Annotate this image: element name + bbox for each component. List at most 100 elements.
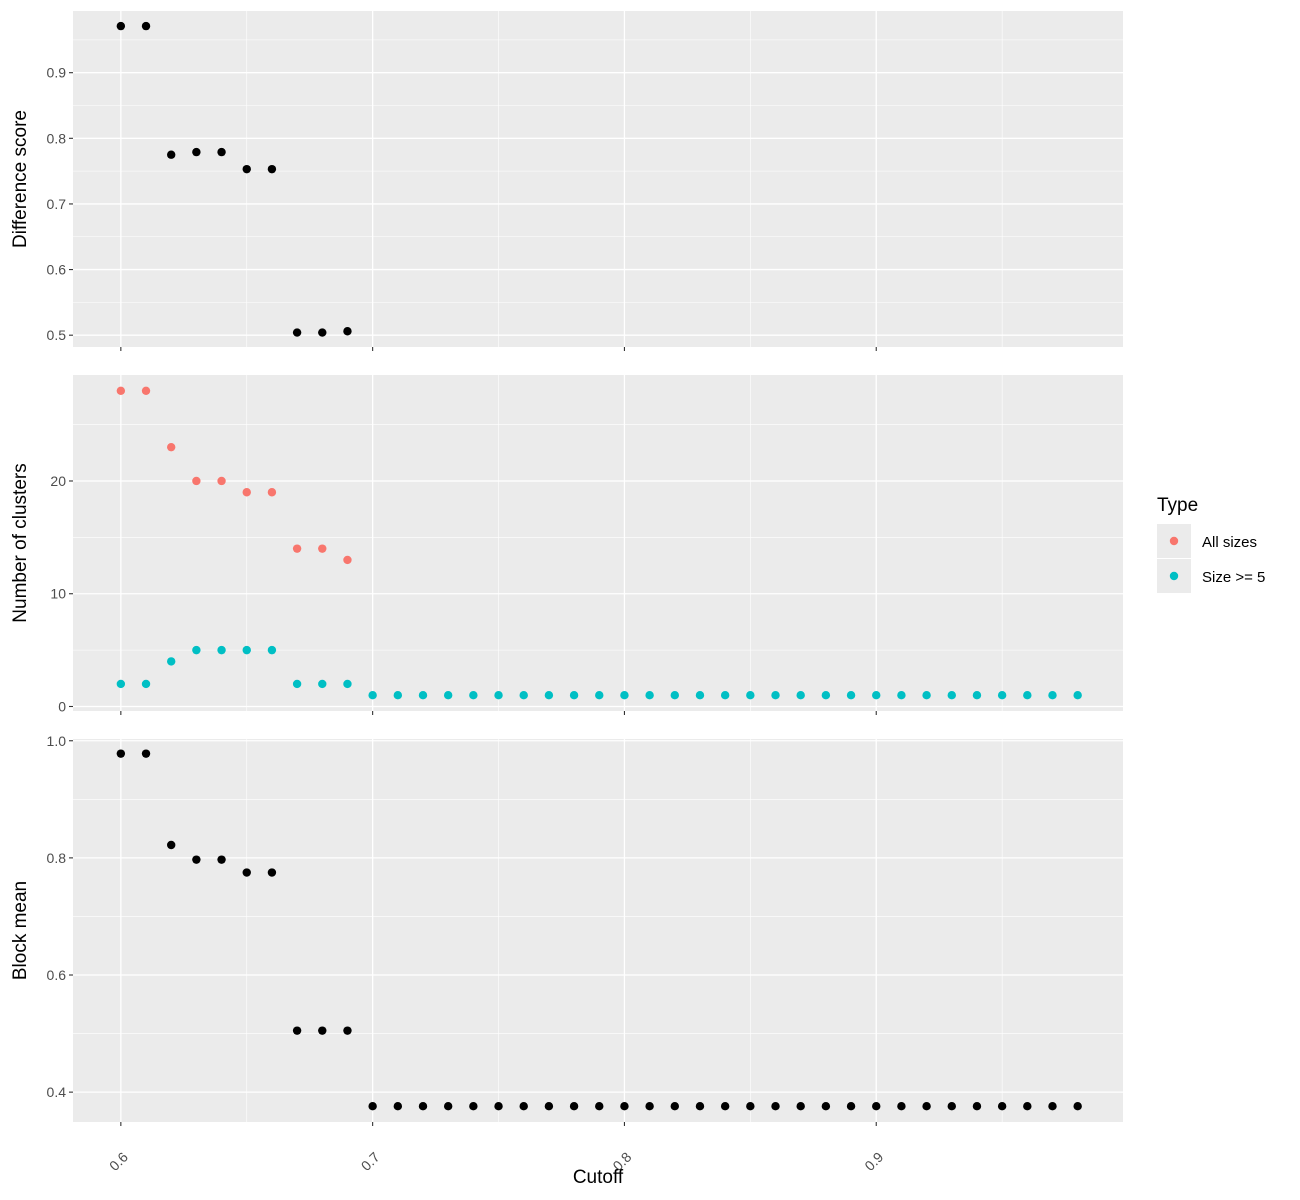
y-tick-label: 0.6 xyxy=(47,967,67,983)
data-point xyxy=(796,691,805,700)
data-point xyxy=(569,691,579,700)
data-point xyxy=(494,691,503,700)
data-point xyxy=(267,645,277,655)
data-point xyxy=(544,1101,554,1111)
data-point xyxy=(242,488,251,497)
data-point xyxy=(947,1101,956,1111)
data-point xyxy=(267,488,277,497)
data-point xyxy=(997,1101,1007,1111)
data-point xyxy=(318,679,327,689)
data-point xyxy=(192,147,201,157)
data-point xyxy=(443,1101,453,1111)
data-point xyxy=(418,691,428,700)
data-point xyxy=(1073,691,1082,700)
data-point xyxy=(116,386,126,395)
legend-key-marker xyxy=(1169,536,1179,546)
data-point xyxy=(720,691,730,700)
x-axis-title: Cutoff xyxy=(573,1167,624,1188)
data-point xyxy=(469,691,478,700)
data-point xyxy=(872,691,881,700)
chart-panels: 0.5 0.6 0.7 0.8 0.9 Difference score 0 10 20 Numb… xyxy=(10,11,1123,1174)
data-point xyxy=(771,1101,780,1111)
data-point xyxy=(443,691,453,700)
x-tick-label: 0.6 xyxy=(106,1149,131,1174)
data-point xyxy=(242,645,251,655)
data-point xyxy=(595,1101,604,1111)
data-point xyxy=(1048,691,1057,700)
y-axis-title: Number of clusters xyxy=(10,463,31,622)
data-point xyxy=(343,555,352,565)
data-point xyxy=(192,476,201,486)
data-point xyxy=(217,147,226,157)
y-tick-label: 10 xyxy=(50,586,66,602)
x-tick-label: 0.7 xyxy=(358,1149,383,1174)
y-tick-label: 0.7 xyxy=(47,196,67,212)
data-point xyxy=(746,691,755,700)
data-point xyxy=(141,679,151,689)
data-point xyxy=(393,691,403,700)
data-point xyxy=(292,679,302,689)
data-point xyxy=(167,150,176,159)
data-point xyxy=(267,164,277,174)
y-tick-label: 20 xyxy=(50,473,66,489)
data-point xyxy=(695,691,705,700)
data-point xyxy=(821,1101,831,1111)
series-points xyxy=(116,386,352,565)
y-tick-label: 0 xyxy=(58,698,66,714)
data-point xyxy=(141,749,151,758)
data-point xyxy=(620,691,629,700)
data-point xyxy=(569,1101,579,1111)
series-points xyxy=(116,21,352,337)
data-point xyxy=(343,327,352,336)
data-point xyxy=(897,1101,906,1111)
data-point xyxy=(292,328,302,337)
data-point xyxy=(872,1101,881,1111)
y-tick-label: 1.0 xyxy=(47,733,67,749)
data-point xyxy=(846,1101,856,1111)
y-tick-label: 0.8 xyxy=(47,130,67,146)
panel-background xyxy=(73,739,1123,1122)
y-tick-label: 0.4 xyxy=(47,1084,67,1100)
data-point xyxy=(242,164,251,174)
data-point xyxy=(318,544,327,553)
data-point xyxy=(292,1026,302,1035)
data-point xyxy=(167,442,176,452)
data-point xyxy=(192,645,201,655)
panel-background xyxy=(73,11,1123,347)
legend-title: Type xyxy=(1157,495,1198,516)
data-point xyxy=(217,855,226,864)
data-point xyxy=(972,1101,982,1111)
y-tick-label: 0.9 xyxy=(47,65,67,81)
data-point xyxy=(167,840,176,850)
data-point xyxy=(1023,1101,1032,1111)
panel-2: 0 10 20 Number of clusters xyxy=(10,375,1123,715)
data-point xyxy=(670,1101,679,1111)
panel-background xyxy=(73,375,1123,711)
legend-label: Size >= 5 xyxy=(1202,569,1265,586)
data-point xyxy=(595,691,604,700)
data-point xyxy=(116,749,126,758)
data-point xyxy=(343,679,352,689)
data-point xyxy=(519,691,528,700)
data-point xyxy=(997,691,1007,700)
data-point xyxy=(116,21,126,31)
data-point xyxy=(670,691,679,700)
data-point xyxy=(116,679,126,689)
series-points xyxy=(116,749,1082,1111)
data-point xyxy=(846,691,856,700)
x-tick-label: 0.9 xyxy=(861,1149,886,1174)
data-point xyxy=(645,1101,654,1111)
data-point xyxy=(167,657,176,666)
y-tick-label: 0.8 xyxy=(47,850,67,866)
data-point xyxy=(1023,691,1032,700)
data-point xyxy=(242,868,251,877)
data-point xyxy=(368,1101,377,1111)
data-point xyxy=(494,1101,503,1111)
data-point xyxy=(746,1101,755,1111)
data-point xyxy=(318,1026,327,1035)
data-point xyxy=(217,645,226,655)
y-tick-label: 0.5 xyxy=(47,327,67,343)
y-axis-title: Difference score xyxy=(10,110,31,248)
